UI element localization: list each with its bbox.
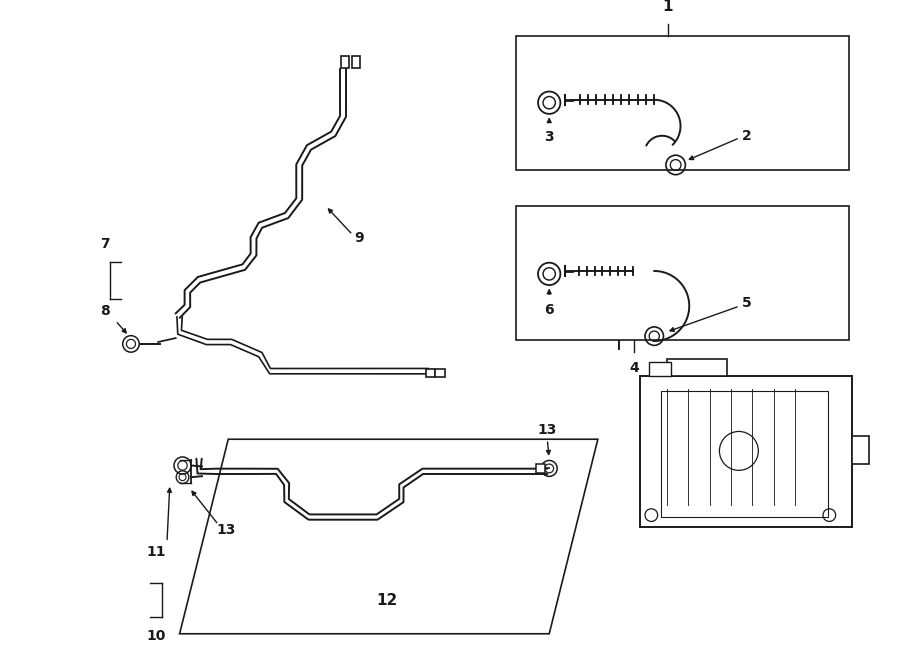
Bar xyxy=(667,358,727,376)
Bar xyxy=(436,369,446,377)
Bar xyxy=(650,362,670,376)
Text: 8: 8 xyxy=(100,304,110,318)
Bar xyxy=(662,391,828,517)
Bar xyxy=(536,463,545,473)
Text: 11: 11 xyxy=(147,545,166,559)
Text: 9: 9 xyxy=(355,231,365,245)
Bar xyxy=(341,56,349,67)
Text: 5: 5 xyxy=(742,296,751,310)
Bar xyxy=(516,36,849,170)
Bar xyxy=(352,56,359,67)
Text: 4: 4 xyxy=(629,362,639,375)
Text: 12: 12 xyxy=(376,593,398,608)
Text: 13: 13 xyxy=(217,523,236,537)
Text: 10: 10 xyxy=(147,629,166,643)
Bar xyxy=(640,376,851,527)
Bar xyxy=(516,206,849,340)
Text: 13: 13 xyxy=(537,423,557,438)
Text: 7: 7 xyxy=(100,237,110,251)
Bar xyxy=(426,369,436,377)
Text: 2: 2 xyxy=(742,129,751,143)
Text: 1: 1 xyxy=(662,0,673,14)
Text: 6: 6 xyxy=(544,303,554,317)
Text: 3: 3 xyxy=(544,130,554,144)
Bar xyxy=(851,436,869,463)
